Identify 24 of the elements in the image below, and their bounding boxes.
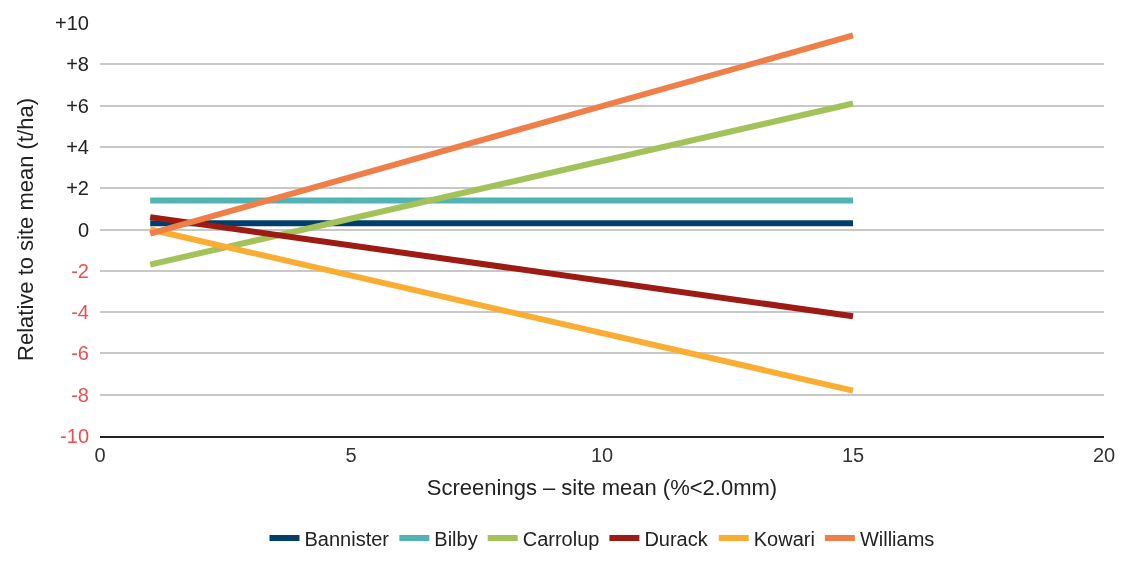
y-tick-label: -10 [60,425,89,447]
y-tick-label: -6 [71,342,89,365]
x-tick-label: 0 [94,444,106,466]
legend-label: Bannister [304,527,390,550]
y-tick-label: -2 [71,259,89,282]
x-tick-label: 20 [1092,444,1116,466]
legend-label: Kowari [753,527,815,550]
y-tick-label: -8 [71,383,89,406]
y-tick-label: +4 [66,135,89,158]
legend-label: Carrolup [522,527,600,550]
x-axis-title: Screenings – site mean (%<2.0mm) [426,475,778,501]
y-tick-label: +8 [66,53,89,76]
legend-label: Bilby [434,527,478,550]
x-tick-label: 15 [841,444,865,466]
legend-label: Williams [859,527,935,550]
x-tick-label: 5 [345,444,357,466]
x-tick-label: 10 [590,444,614,466]
legend-label: Durack [644,527,709,550]
y-tick-label: +6 [66,94,89,117]
y-tick-label: +2 [66,177,89,200]
y-tick-label: -4 [71,301,89,324]
y-tick-label: +10 [55,12,89,34]
y-tick-label: 0 [77,218,89,241]
y-axis-title: Relative to site mean (t/ha) [12,98,38,361]
